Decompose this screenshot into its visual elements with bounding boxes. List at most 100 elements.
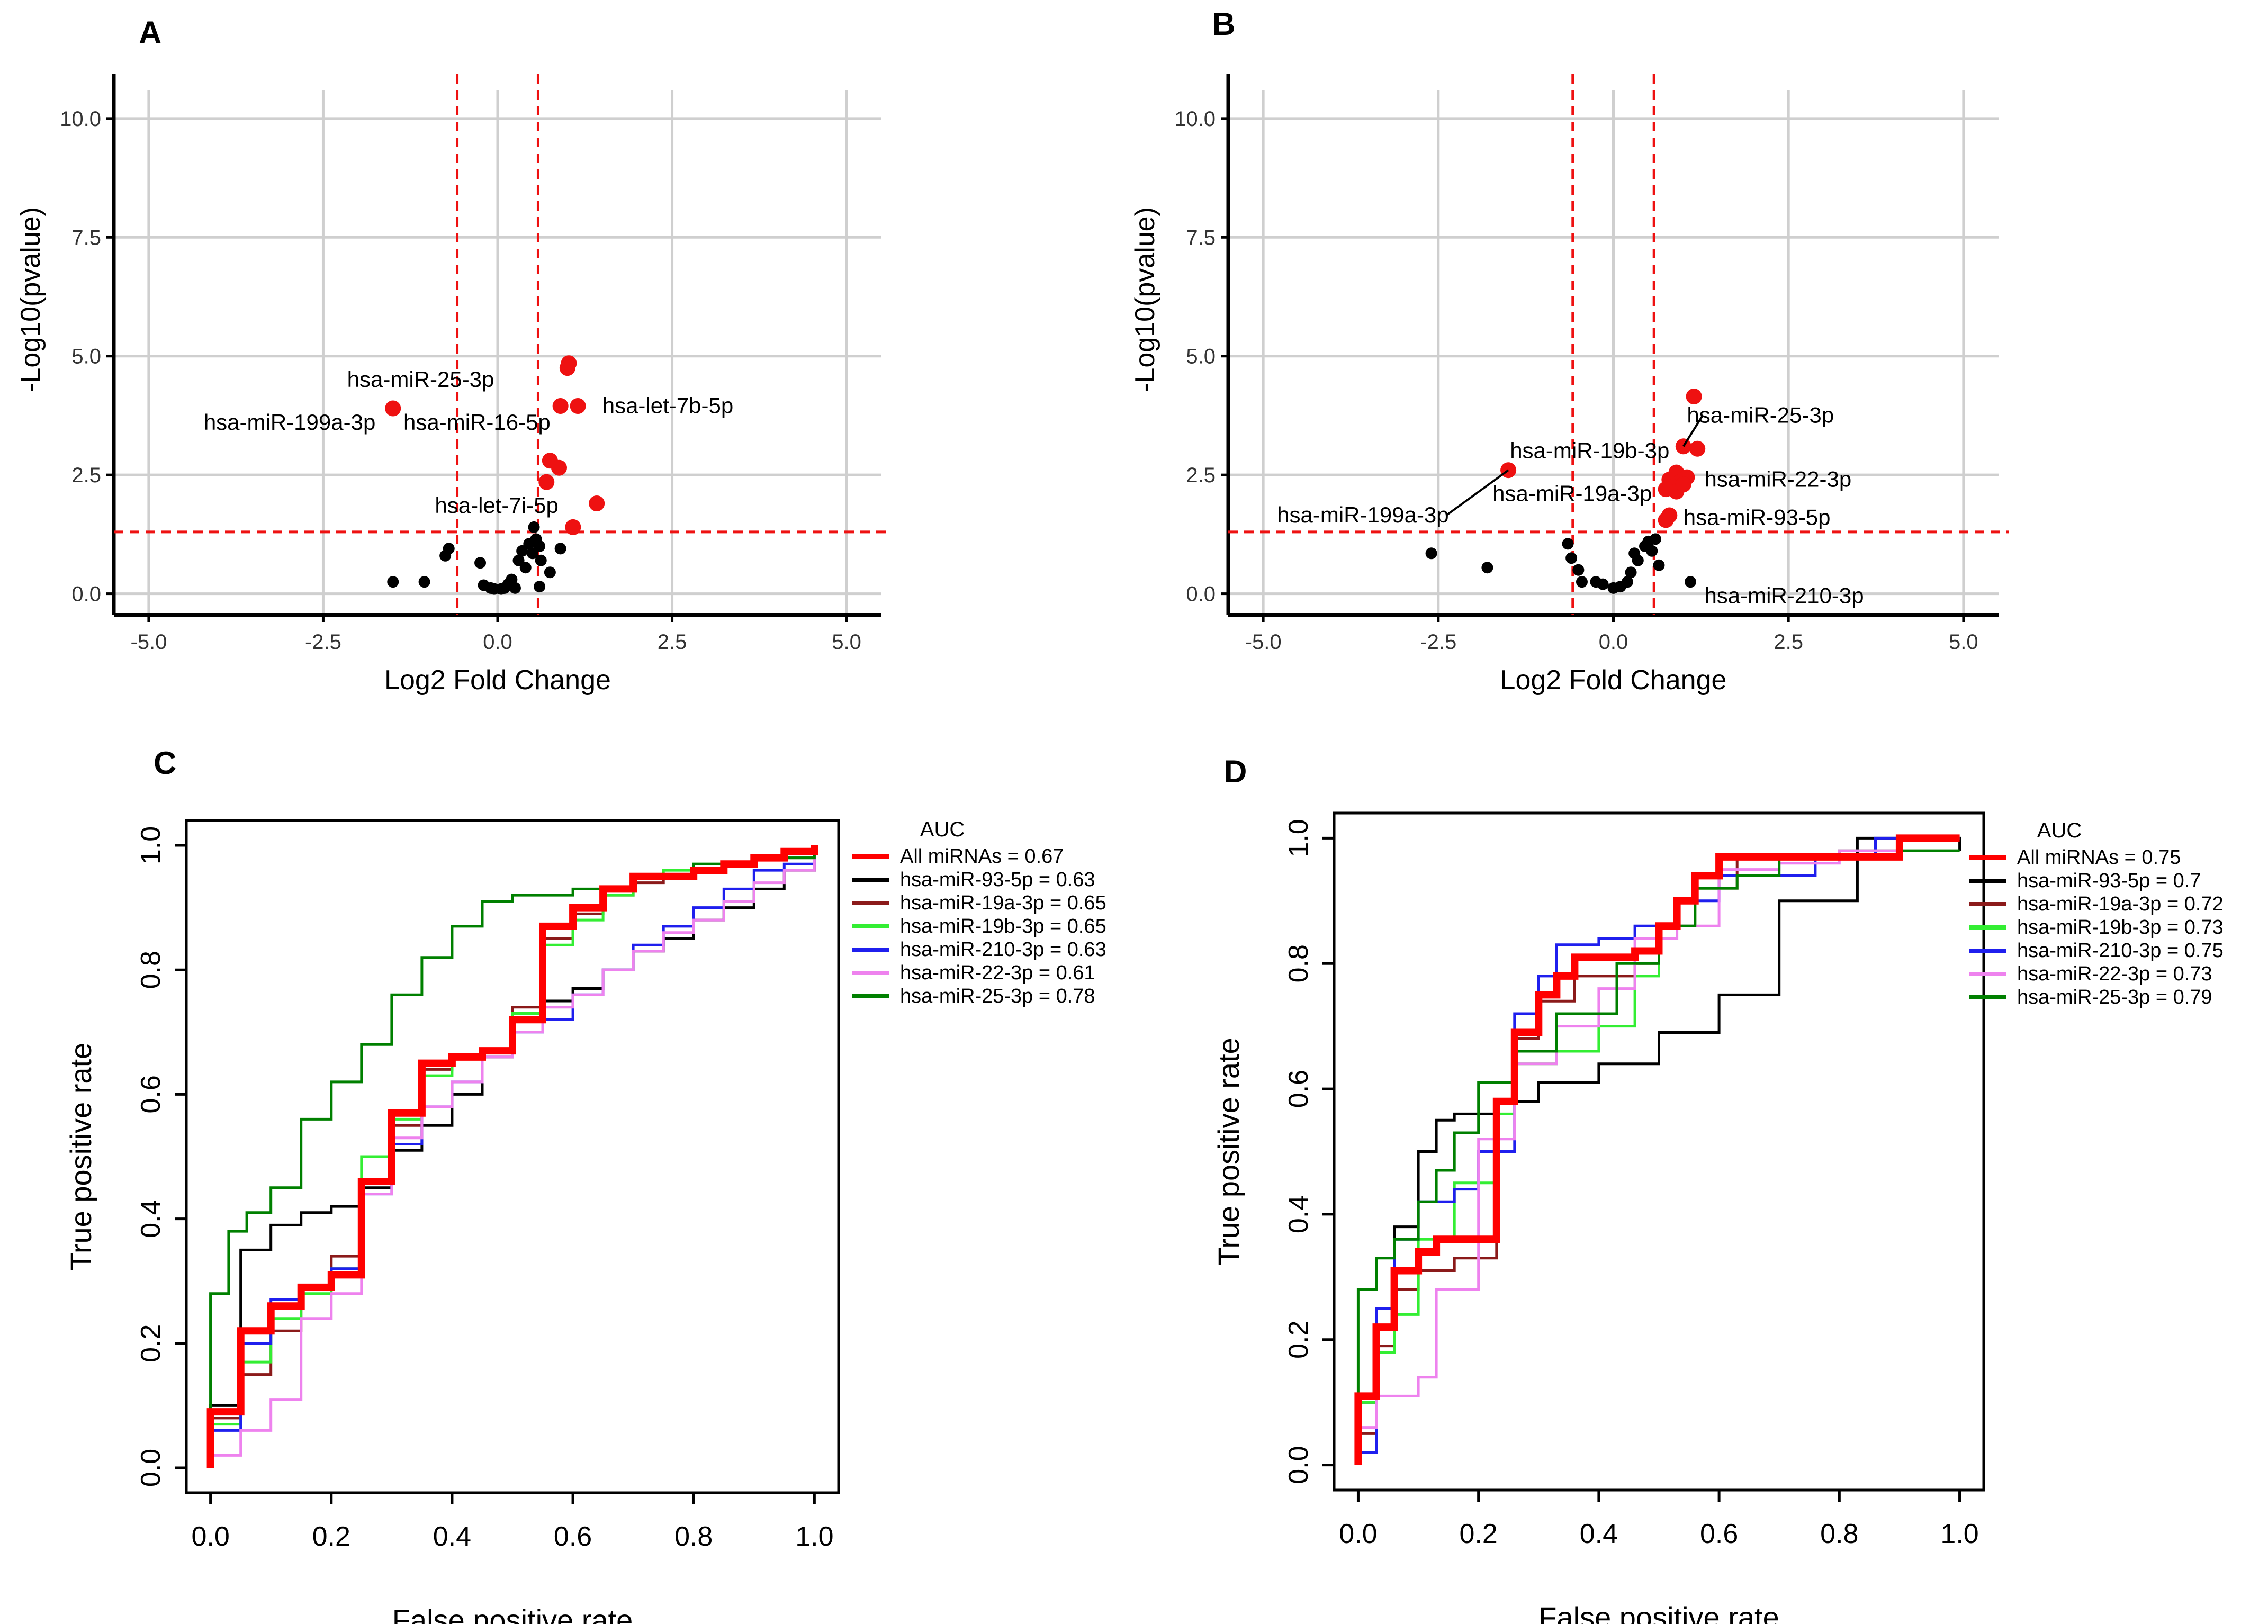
x-tick-label: 0.2: [1460, 1519, 1498, 1549]
nonsignificant-point: [1646, 545, 1658, 557]
y-axis-title: True positive rate: [1212, 1037, 1245, 1266]
y-tick-label: 0.0: [1283, 1446, 1314, 1484]
nonsignificant-point: [535, 554, 547, 566]
gene-label: hsa-miR-25-3p: [347, 367, 494, 392]
nonsignificant-point: [1685, 576, 1696, 588]
gene-label: hsa-miR-19a-3p: [1492, 481, 1652, 506]
gene-label: hsa-miR-22-3p: [1704, 467, 1851, 492]
legend-entry: hsa-miR-93-5p = 0.7: [2017, 870, 2201, 892]
roc-curve: [1356, 849, 1960, 1465]
roc-curve: [1354, 834, 1960, 1465]
gene-label: hsa-miR-93-5p: [1684, 504, 1831, 529]
x-tick-label: 0.0: [1599, 630, 1628, 654]
significant-point: [1689, 440, 1706, 457]
x-tick-label: 2.5: [658, 630, 687, 654]
significant-point: [385, 400, 401, 417]
nonsignificant-point: [544, 566, 556, 579]
nonsignificant-point: [554, 543, 566, 555]
nonsignificant-point: [528, 521, 540, 533]
y-tick-label: 0.4: [1283, 1195, 1314, 1233]
nonsignificant-point: [1653, 559, 1665, 571]
legend-title: AUC: [2037, 819, 2082, 842]
y-tick-label: 10.0: [60, 107, 101, 131]
gene-label: hsa-miR-19b-3p: [1510, 438, 1669, 463]
y-tick-label: 1.0: [1283, 819, 1314, 857]
nonsignificant-point: [387, 576, 399, 588]
significant-point: [561, 355, 577, 372]
y-tick-label: 0.2: [136, 1324, 166, 1363]
significant-point: [1686, 389, 1702, 405]
x-tick-label: 0.6: [554, 1521, 592, 1552]
gene-label: hsa-miR-16-5p: [403, 410, 551, 435]
legend-entry: hsa-miR-19a-3p = 0.72: [2017, 893, 2224, 915]
y-tick-label: 0.6: [136, 1075, 166, 1113]
significant-point: [565, 519, 581, 535]
x-axis-title: Log2 Fold Change: [384, 665, 611, 696]
volcano-plot-b: -5.0 -2.5 0.0 2.5 5.0 0.0 2.5 5.0 7.5 10.0 Log2 Fo…: [1130, 74, 2009, 696]
y-tick-label: 2.5: [71, 464, 101, 487]
legend-entry: All miRNAs = 0.67: [900, 845, 1064, 868]
nonsignificant-point: [1425, 547, 1437, 560]
x-tick-label: 0.0: [483, 630, 512, 654]
significant-point: [1675, 476, 1691, 493]
x-tick-label: 5.0: [1949, 630, 1978, 654]
x-tick-label: 5.0: [832, 630, 861, 654]
y-tick-label: 0.0: [136, 1449, 166, 1487]
significant-point: [538, 474, 555, 490]
y-tick-label: 0.2: [1283, 1321, 1314, 1359]
x-axis-title: False positive rate: [1538, 1601, 1779, 1624]
x-tick-label: 0.0: [1339, 1519, 1377, 1549]
legend-entry: All miRNAs = 0.75: [2017, 846, 2181, 869]
x-tick-label: 0.6: [1700, 1519, 1738, 1549]
y-axis-title: -Log10(pvalue): [1130, 207, 1160, 392]
nonsignificant-point: [1572, 564, 1585, 576]
nonsignificant-point: [526, 547, 538, 560]
significant-point: [570, 398, 586, 414]
legend-title: AUC: [920, 818, 965, 841]
nonsignificant-point: [1565, 552, 1578, 564]
significant-point: [1658, 512, 1674, 528]
legend-entry: hsa-miR-210-3p = 0.75: [2017, 940, 2224, 962]
y-tick-label: 0.8: [1283, 944, 1314, 982]
annotation-leader: [1446, 469, 1509, 516]
y-tick-label: 7.5: [71, 226, 101, 249]
legend-entry: hsa-miR-22-3p = 0.61: [900, 962, 1095, 984]
y-axis-title: -Log10(pvalue): [15, 207, 46, 392]
y-tick-label: 0.8: [136, 951, 166, 989]
x-tick-label: -5.0: [130, 630, 167, 654]
roc-plot-c: 0.0 0.2 0.4 0.6 0.8 1.0 0.0 0.2 0.4 0.6 0.8 1.0 Fals…: [64, 818, 1106, 1624]
roc-curve: [1356, 836, 1960, 1465]
gene-label: hsa-miR-210-3p: [1704, 583, 1864, 608]
y-tick-label: 2.5: [1186, 464, 1216, 487]
panel-label-d: D: [1224, 754, 1247, 789]
y-tick-label: 5.0: [1186, 345, 1216, 368]
y-tick-label: 0.6: [1283, 1070, 1314, 1108]
y-tick-label: 0.0: [1186, 583, 1216, 606]
roc-plot-d: 0.0 0.2 0.4 0.6 0.8 1.0 0.0 0.2 0.4 0.6 0.8 1.0 Fals…: [1212, 811, 2224, 1624]
x-tick-label: 2.5: [1774, 630, 1803, 654]
x-tick-label: 1.0: [795, 1521, 833, 1552]
y-tick-label: 1.0: [136, 826, 166, 864]
plot-frame: [1333, 811, 1985, 1492]
x-tick-label: 0.2: [312, 1521, 350, 1552]
significant-point: [589, 495, 605, 512]
nonsignificant-point: [509, 582, 521, 594]
x-tick-label: -2.5: [1420, 630, 1456, 654]
nonsignificant-point: [1597, 578, 1609, 590]
legend-entry: hsa-miR-19b-3p = 0.65: [900, 915, 1106, 937]
legend-entry: hsa-miR-210-3p = 0.63: [900, 939, 1106, 961]
nonsignificant-point: [1576, 576, 1588, 588]
y-tick-label: 5.0: [71, 345, 101, 368]
nonsignificant-point: [512, 554, 525, 566]
x-tick-label: -5.0: [1245, 630, 1282, 654]
legend-entry: hsa-miR-25-3p = 0.78: [900, 985, 1095, 1007]
x-tick-label: 0.8: [1820, 1519, 1858, 1549]
y-tick-label: 0.0: [71, 583, 101, 606]
volcano-plot-a: -5.0 -2.5 0.0 2.5 5.0 0.0 2.5 5.0 7.5 10.0 Log2 Fo…: [15, 74, 892, 696]
nonsignificant-point: [1649, 533, 1661, 545]
nonsignificant-point: [474, 557, 487, 569]
panel-label-a: A: [139, 15, 161, 50]
y-tick-label: 10.0: [1174, 107, 1216, 131]
nonsignificant-point: [418, 576, 430, 588]
